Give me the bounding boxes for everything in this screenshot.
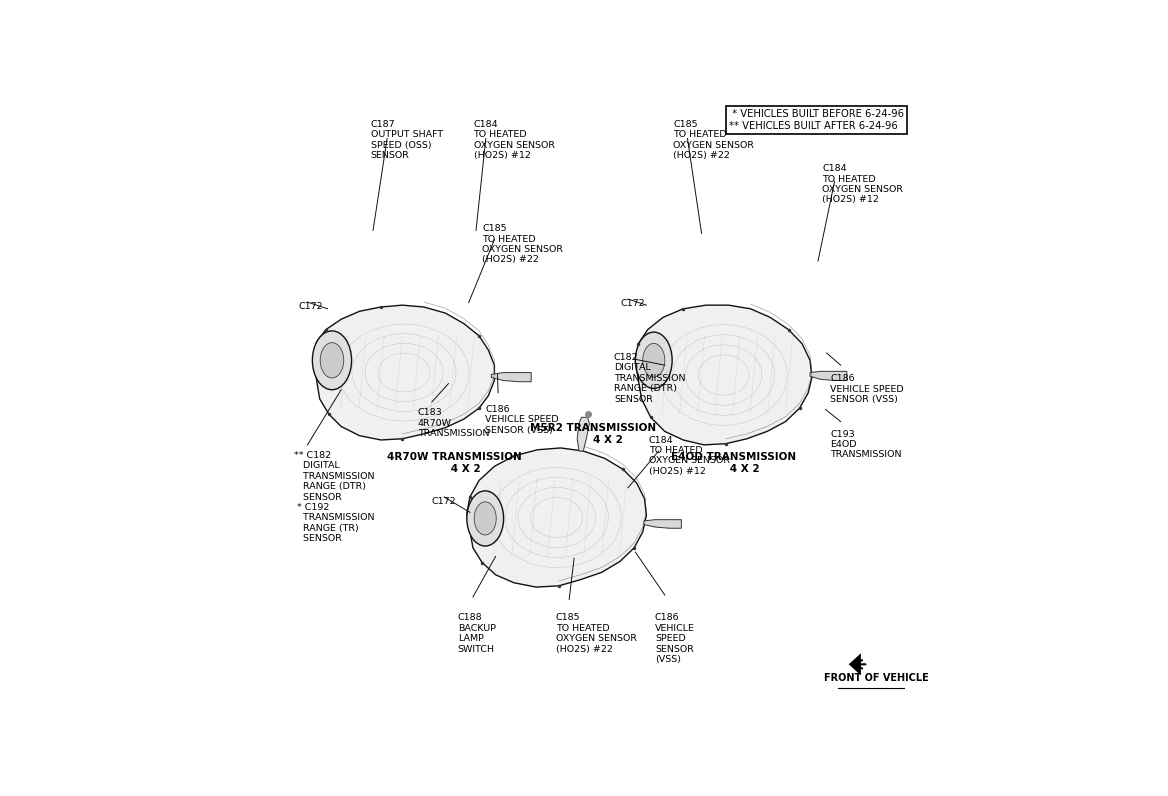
Text: E4OD TRANSMISSION
      4 X 2: E4OD TRANSMISSION 4 X 2 bbox=[670, 452, 797, 474]
Text: C187
OUTPUT SHAFT
SPEED (OSS)
SENSOR: C187 OUTPUT SHAFT SPEED (OSS) SENSOR bbox=[370, 120, 443, 160]
Text: C188
BACKUP
LAMP
SWITCH: C188 BACKUP LAMP SWITCH bbox=[458, 614, 495, 654]
Text: C185
TO HEATED
OXYGEN SENSOR
(HO2S) #22: C185 TO HEATED OXYGEN SENSOR (HO2S) #22 bbox=[556, 614, 637, 654]
Ellipse shape bbox=[320, 342, 343, 378]
Ellipse shape bbox=[635, 332, 672, 388]
Text: 4R70W TRANSMISSION
      4 X 2: 4R70W TRANSMISSION 4 X 2 bbox=[387, 452, 522, 474]
Text: C186
VEHICLE
SPEED
SENSOR
(VSS): C186 VEHICLE SPEED SENSOR (VSS) bbox=[655, 614, 695, 664]
Text: M5R2 TRANSMISSION
        4 X 2: M5R2 TRANSMISSION 4 X 2 bbox=[530, 423, 656, 445]
Text: C172: C172 bbox=[298, 302, 322, 311]
Text: C184
TO HEATED
OXYGEN SENSOR
(HO2S) #12: C184 TO HEATED OXYGEN SENSOR (HO2S) #12 bbox=[822, 164, 903, 205]
Text: C172: C172 bbox=[432, 497, 457, 506]
Text: C172: C172 bbox=[620, 299, 645, 308]
Text: C186
VEHICLE SPEED
SENSOR (VSS): C186 VEHICLE SPEED SENSOR (VSS) bbox=[485, 405, 558, 435]
Ellipse shape bbox=[474, 502, 496, 535]
Ellipse shape bbox=[467, 491, 503, 546]
Text: C185
TO HEATED
OXYGEN SENSOR
(HO2S) #22: C185 TO HEATED OXYGEN SENSOR (HO2S) #22 bbox=[482, 224, 563, 264]
Ellipse shape bbox=[642, 343, 665, 377]
Ellipse shape bbox=[312, 331, 352, 390]
Text: C184
TO HEATED
OXYGEN SENSOR
(HO2S) #12: C184 TO HEATED OXYGEN SENSOR (HO2S) #12 bbox=[649, 435, 730, 476]
Text: * VEHICLES BUILT BEFORE 6-24-96
** VEHICLES BUILT AFTER 6-24-96: * VEHICLES BUILT BEFORE 6-24-96 ** VEHIC… bbox=[729, 109, 904, 131]
Text: C193
E4OD
TRANSMISSION: C193 E4OD TRANSMISSION bbox=[830, 430, 902, 459]
Text: FRONT OF VEHICLE: FRONT OF VEHICLE bbox=[823, 673, 929, 683]
Polygon shape bbox=[467, 448, 646, 587]
Text: C184
TO HEATED
OXYGEN SENSOR
(HO2S) #12: C184 TO HEATED OXYGEN SENSOR (HO2S) #12 bbox=[473, 120, 555, 160]
Polygon shape bbox=[313, 305, 494, 440]
Polygon shape bbox=[644, 520, 681, 529]
Text: ** C182
   DIGITAL
   TRANSMISSION
   RANGE (DTR)
   SENSOR
 * C192
   TRANSMISS: ** C182 DIGITAL TRANSMISSION RANGE (DTR)… bbox=[294, 451, 375, 543]
Text: C182
DIGITAL
TRANSMISSION
RANGE (DTR)
SENSOR: C182 DIGITAL TRANSMISSION RANGE (DTR) SE… bbox=[614, 353, 686, 404]
Polygon shape bbox=[849, 654, 861, 675]
Polygon shape bbox=[492, 373, 531, 382]
Text: C185
TO HEATED
OXYGEN SENSOR
(HO2S) #22: C185 TO HEATED OXYGEN SENSOR (HO2S) #22 bbox=[674, 120, 755, 160]
Text: C183
4R70W
TRANSMISSION: C183 4R70W TRANSMISSION bbox=[418, 408, 489, 438]
Polygon shape bbox=[635, 305, 812, 445]
Polygon shape bbox=[811, 371, 847, 380]
Polygon shape bbox=[577, 417, 590, 451]
Text: C186
VEHICLE SPEED
SENSOR (VSS): C186 VEHICLE SPEED SENSOR (VSS) bbox=[830, 374, 904, 404]
